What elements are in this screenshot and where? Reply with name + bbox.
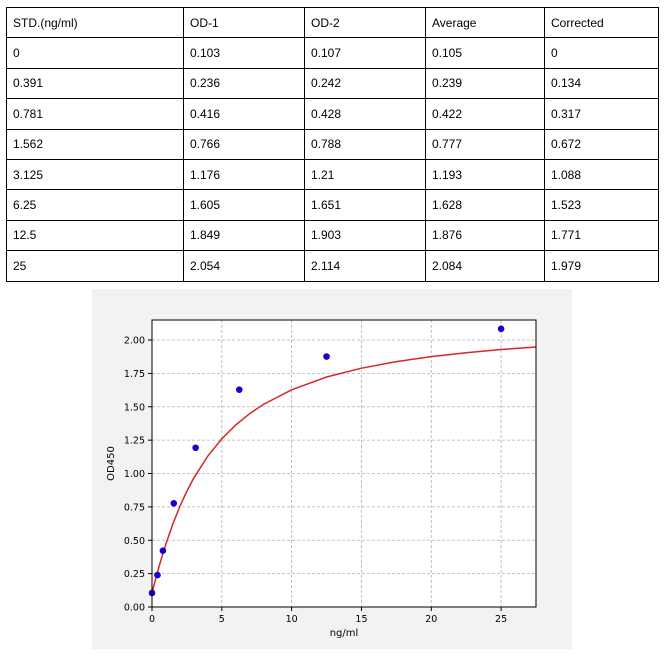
column-header: Average (425, 6, 545, 39)
table-cell: 0.422 (425, 98, 545, 130)
table-cell: 0.766 (183, 128, 305, 160)
table-cell: 3.125 (6, 158, 184, 191)
standard-curve-chart: 0 5 10 15 20 25 0.00 0.25 0.50 0.75 1.00 1.25 1.50 1… (92, 289, 572, 649)
table-cell: 1.176 (183, 158, 305, 191)
table-cell: 1.903 (304, 219, 426, 252)
table-cell: 1.628 (425, 189, 545, 221)
table-cell: 0.242 (304, 67, 426, 100)
x-tick-label: 0 (149, 614, 155, 625)
table-cell: 0.391 (6, 67, 184, 100)
table-cell: 0.781 (6, 98, 184, 130)
column-header: OD-1 (183, 6, 305, 39)
data-point (497, 325, 505, 333)
table-cell: 0.777 (425, 128, 545, 160)
y-tick-label: 1.00 (124, 469, 145, 480)
table-cell: 1.523 (544, 189, 659, 221)
column-header: Corrected (544, 6, 659, 39)
table-cell: 2.084 (425, 250, 545, 282)
data-points (148, 325, 505, 597)
data-point (170, 499, 178, 507)
table-cell: 0.107 (304, 37, 426, 69)
data-point (235, 386, 243, 393)
table-row: 3.125 1.176 1.21 1.193 1.088 (6, 158, 659, 191)
y-axis-label: OD450 (106, 446, 117, 481)
y-tick-label: 1.50 (124, 402, 145, 413)
x-tick-label: 15 (355, 614, 367, 625)
x-tick-label: 20 (425, 614, 437, 625)
table-cell: 1.088 (544, 158, 659, 191)
chart-canvas: 0 5 10 15 20 25 0.00 0.25 0.50 0.75 1.00 1.25 1.50 1… (106, 319, 537, 639)
table-cell: 0.416 (183, 98, 305, 130)
data-point (192, 444, 199, 452)
column-header: OD-2 (304, 6, 426, 39)
y-tick-label: 0.00 (124, 603, 145, 614)
table-cell: 2.054 (183, 250, 305, 282)
y-tick-label: 1.25 (124, 436, 145, 447)
table-row: 25 2.054 2.114 2.084 1.979 (6, 250, 659, 282)
table-cell: 0 (544, 37, 659, 69)
x-axis-label: ng/ml (330, 628, 359, 639)
standard-curve-table: STD.(ng/ml) OD-1 OD-2 Average Corrected … (6, 6, 659, 282)
y-tick-label: 0.50 (124, 536, 145, 547)
table-cell: 1.849 (183, 219, 305, 252)
y-tick-label: 2.00 (124, 336, 145, 347)
table-cell: 6.25 (6, 189, 184, 221)
x-tick-label: 25 (495, 614, 507, 625)
table-cell: 1.193 (425, 158, 545, 191)
data-point (159, 547, 167, 554)
table-cell: 0.428 (304, 98, 426, 130)
x-tick-label: 5 (219, 614, 225, 625)
table-cell: 0.134 (544, 67, 659, 100)
y-tick-label: 0.75 (124, 502, 145, 513)
table-cell: 0.317 (544, 98, 659, 130)
table-cell: 0.788 (304, 128, 426, 160)
table-cell: 1.771 (544, 219, 659, 252)
table-cell: 2.114 (304, 250, 426, 282)
x-tick-label: 10 (286, 614, 298, 625)
y-axis-ticks: 0.00 0.25 0.50 0.75 1.00 1.25 1.50 1.75 2.00 (124, 336, 152, 614)
data-point (323, 353, 330, 360)
table-cell: 1.651 (304, 189, 426, 221)
x-axis-ticks: 0 5 10 15 20 25 (149, 607, 507, 625)
table-header-row: STD.(ng/ml) OD-1 OD-2 Average Corrected (6, 6, 659, 39)
column-header: STD.(ng/ml) (6, 6, 184, 39)
table-cell: 12.5 (6, 219, 184, 252)
table-cell: 1.979 (544, 250, 659, 282)
table-row: 0.781 0.416 0.428 0.422 0.317 (6, 98, 659, 130)
table-cell: 0.672 (544, 128, 659, 160)
table-cell: 0.236 (183, 67, 305, 100)
table-row: 6.25 1.605 1.651 1.628 1.523 (6, 189, 659, 221)
y-tick-label: 1.75 (124, 369, 145, 380)
table-row: 12.5 1.849 1.903 1.876 1.771 (6, 219, 659, 252)
table-cell: 0.105 (425, 37, 545, 69)
table-cell: 1.605 (183, 189, 305, 221)
table-cell: 1.876 (425, 219, 545, 252)
y-tick-label: 0.25 (124, 569, 145, 580)
table-row: 1.562 0.766 0.788 0.777 0.672 (6, 128, 659, 160)
table-row: 0 0.103 0.107 0.105 0 (6, 37, 659, 69)
plot-area (152, 320, 536, 607)
table-cell: 1.562 (6, 128, 184, 160)
data-point (154, 571, 161, 579)
table-cell: 1.21 (304, 158, 426, 191)
table-cell: 0 (6, 37, 184, 69)
plot-frame (151, 319, 537, 608)
table-cell: 0.239 (425, 67, 545, 100)
table-row: 0.391 0.236 0.242 0.239 0.134 (6, 67, 659, 100)
table-cell: 25 (6, 250, 184, 282)
table-cell: 0.103 (183, 37, 305, 69)
